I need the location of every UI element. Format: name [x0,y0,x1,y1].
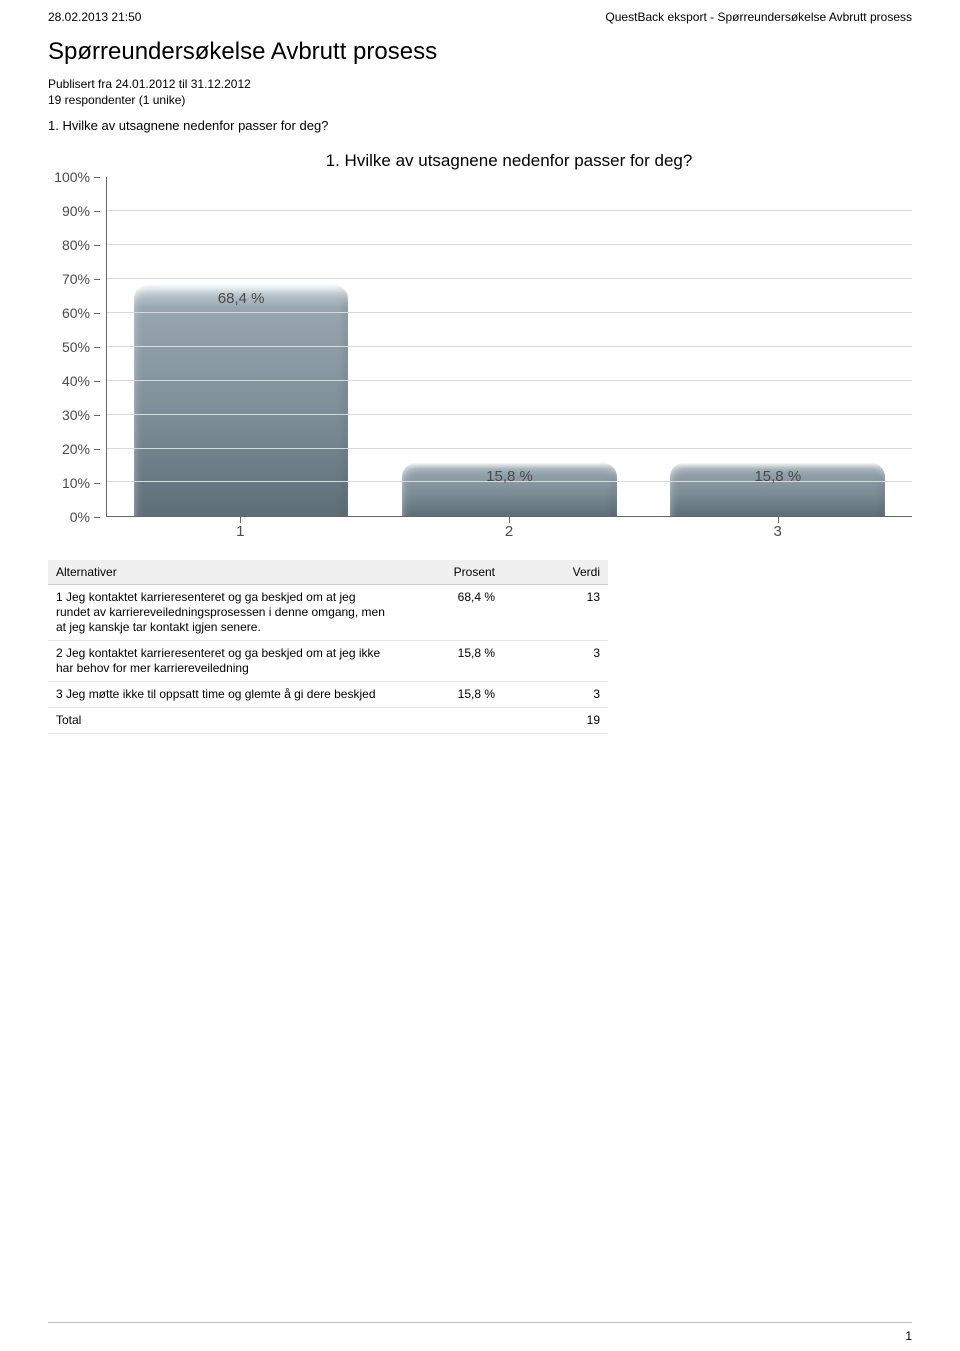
col-prosent: Prosent [398,560,503,585]
grid-line [107,210,912,211]
cell-verdi: 13 [503,585,608,641]
question-line: 1. Hvilke av utsagnene nedenfor passer f… [48,118,912,133]
cell-alternativ: 3 Jeg møtte ikke til oppsatt time og gle… [48,682,398,708]
cell-prosent: 15,8 % [398,682,503,708]
meta-published: Publisert fra 24.01.2012 til 31.12.2012 [48,76,912,92]
x-axis-labels: 123 [106,517,912,540]
x-tick-label: 1 [106,523,375,540]
header-timestamp: 28.02.2013 21:50 [48,10,141,24]
meta-respondents: 19 respondenter (1 unike) [48,92,912,108]
cell-total-label: Total [48,708,398,734]
plot-area: 68,4 % 15,8 % 15,8 % [106,177,912,517]
x-tick-label: 2 [375,523,644,540]
table-row: 3 Jeg møtte ikke til oppsatt time og gle… [48,682,608,708]
cell-total-prosent [398,708,503,734]
meta-block: Publisert fra 24.01.2012 til 31.12.2012 … [48,76,912,108]
cell-prosent: 68,4 % [398,585,503,641]
header-row: 28.02.2013 21:50 QuestBack eksport - Spø… [48,10,912,24]
bar-slot: 15,8 % [644,177,912,516]
cell-verdi: 3 [503,682,608,708]
table-row: 1 Jeg kontaktet karrieresenteret og ga b… [48,585,608,641]
bars-container: 68,4 % 15,8 % 15,8 % [107,177,912,516]
grid-line [107,278,912,279]
results-table: Alternativer Prosent Verdi 1 Jeg kontakt… [48,560,608,734]
grid-line [107,414,912,415]
cell-verdi: 3 [503,641,608,682]
col-alternativer: Alternativer [48,560,398,585]
footer-divider [48,1322,912,1323]
grid-line [107,244,912,245]
cell-alternativ: 1 Jeg kontaktet karrieresenteret og ga b… [48,585,398,641]
chart-area: 100%90%80%70%60%50%40%30%20%10%0% 68,4 %… [48,177,912,517]
grid-line [107,448,912,449]
chart-title: 1. Hvilke av utsagnene nedenfor passer f… [106,151,912,171]
bar-value-label: 15,8 % [486,468,533,485]
bar-slot: 68,4 % [107,177,375,516]
y-axis: 100%90%80%70%60%50%40%30%20%10%0% [48,177,106,517]
grid-line [107,380,912,381]
table-row: 2 Jeg kontaktet karrieresenteret og ga b… [48,641,608,682]
header-export-label: QuestBack eksport - Spørreundersøkelse A… [605,10,912,24]
page-title: Spørreundersøkelse Avbrutt prosess [48,38,912,66]
page-number: 1 [905,1329,912,1343]
bar-chart: 1. Hvilke av utsagnene nedenfor passer f… [48,151,912,540]
table-total-row: Total 19 [48,708,608,734]
x-tick-label: 3 [643,523,912,540]
cell-prosent: 15,8 % [398,641,503,682]
col-verdi: Verdi [503,560,608,585]
grid-line [107,346,912,347]
table-header-row: Alternativer Prosent Verdi [48,560,608,585]
grid-line [107,312,912,313]
bar-slot: 15,8 % [375,177,643,516]
table-body: 1 Jeg kontaktet karrieresenteret og ga b… [48,585,608,734]
bar-value-label: 15,8 % [754,468,801,485]
bar-value-label: 68,4 % [218,290,265,307]
cell-alternativ: 2 Jeg kontaktet karrieresenteret og ga b… [48,641,398,682]
cell-total-verdi: 19 [503,708,608,734]
